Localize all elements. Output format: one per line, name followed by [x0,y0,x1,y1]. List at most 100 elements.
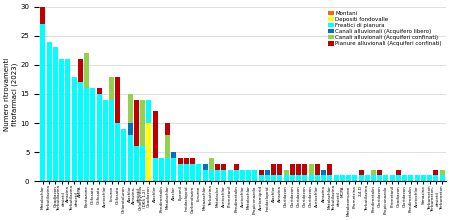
Bar [202,170,207,181]
Bar [97,88,102,94]
Bar [115,123,120,181]
Bar [309,176,314,181]
Bar [278,164,283,176]
Bar [196,164,201,181]
Bar [159,158,164,181]
Bar [409,176,414,181]
Bar [184,164,189,181]
Bar [53,48,58,181]
Bar [315,164,320,176]
Bar [302,176,307,181]
Bar [377,170,382,176]
Bar [383,176,388,181]
Bar [265,170,270,176]
Bar [78,59,83,82]
Bar [59,59,64,181]
Bar [278,176,283,181]
Bar [327,164,332,176]
Bar [240,170,245,181]
Bar [103,100,108,181]
Bar [427,176,432,181]
Bar [134,146,139,181]
Bar [165,158,170,181]
Bar [321,170,326,176]
Bar [371,176,376,181]
Bar [84,88,89,181]
Bar [171,152,176,158]
Bar [40,24,45,181]
Bar [359,170,364,176]
Bar [396,176,401,181]
Bar [284,170,288,176]
Bar [333,176,338,181]
Bar [128,135,133,181]
Bar [284,176,288,181]
Bar [165,123,170,135]
Bar [359,176,364,181]
Bar [390,176,395,181]
Bar [296,176,301,181]
Bar [302,164,307,176]
Bar [265,176,270,181]
Bar [346,176,351,181]
Bar [40,0,45,24]
Bar [221,164,226,170]
Bar [440,170,445,176]
Bar [321,176,326,181]
Bar [97,94,102,181]
Bar [234,170,239,181]
Bar [134,100,139,146]
Bar [433,170,438,176]
Bar [140,100,145,146]
Bar [402,176,407,181]
Bar [128,94,133,123]
Bar [377,176,382,181]
Bar [315,176,320,181]
Bar [65,59,70,181]
Bar [433,176,438,181]
Bar [234,164,239,170]
Bar [365,176,370,181]
Bar [440,176,445,181]
Bar [84,53,89,88]
Bar [290,164,295,176]
Bar [309,164,314,176]
Bar [109,100,114,181]
Bar [190,164,195,181]
Y-axis label: Numero ritrovamenti
fitofarmaci (2023): Numero ritrovamenti fitofarmaci (2023) [4,57,18,131]
Bar [109,77,114,100]
Bar [259,170,264,176]
Bar [396,170,401,176]
Bar [259,176,264,181]
Bar [190,158,195,164]
Bar [122,129,126,181]
Bar [47,42,52,181]
Bar [414,176,420,181]
Bar [327,176,332,181]
Bar [352,176,357,181]
Bar [202,164,207,170]
Bar [153,112,158,158]
Bar [271,176,276,181]
Bar [296,164,301,176]
Bar [209,170,214,181]
Bar [271,164,276,176]
Bar [146,100,152,123]
Bar [153,158,158,181]
Bar [252,170,257,181]
Bar [340,176,345,181]
Bar [146,123,152,181]
Bar [209,158,214,170]
Bar [140,146,145,181]
Bar [221,170,226,181]
Bar [178,158,183,164]
Bar [78,82,83,181]
Bar [178,164,183,181]
Bar [215,170,220,181]
Bar [371,170,376,176]
Bar [128,123,133,135]
Bar [246,170,251,181]
Bar [421,176,426,181]
Bar [184,158,189,164]
Bar [90,88,95,181]
